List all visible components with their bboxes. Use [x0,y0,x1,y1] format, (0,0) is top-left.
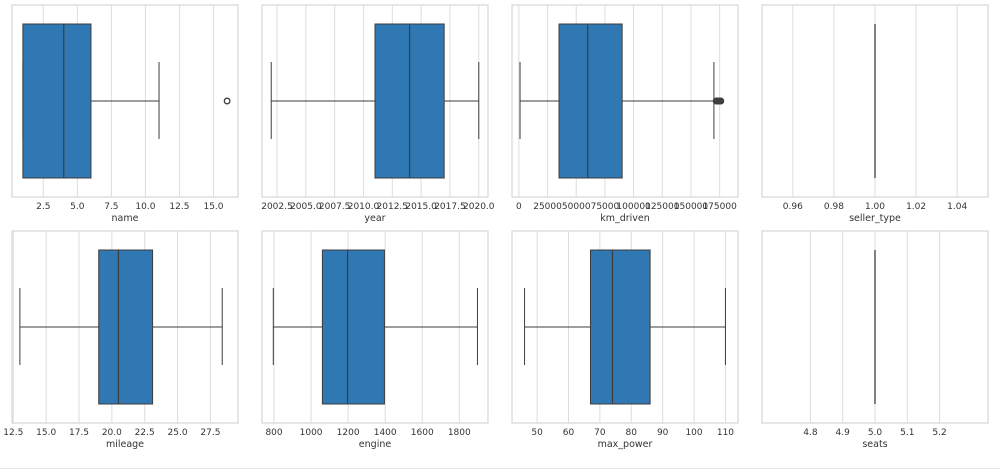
tick-label: 25.0 [168,428,188,438]
boxplot-seller-type: 0.96 0.98 1.00 1.02 1.04 seller_type [761,4,989,224]
tick-label: 150000 [674,202,709,212]
iqr-box [98,249,154,405]
axis-label: seller_type [849,213,901,224]
tick-label: 1600 [411,428,434,438]
axis-label: km_driven [600,213,650,224]
tick-label: 50 [531,428,543,438]
tick-label: 100000 [616,202,651,212]
tick-label: 20.0 [102,428,122,438]
tick-label: 125000 [645,202,680,212]
tick-label: 0 [516,202,522,212]
axis-label: year [364,213,385,224]
iqr-box [321,249,385,405]
tick-label: 15.0 [36,428,56,438]
tick-label: 175000 [702,202,737,212]
tick-label: 2007.5 [319,202,351,212]
tick-label: 2012.5 [377,202,409,212]
outlier-point [717,97,725,105]
tick-label: 80 [626,428,638,438]
tick-label: 15.0 [203,202,223,212]
tick-label: 4.8 [803,428,818,438]
outlier-point [223,97,231,105]
boxplot-max-power: 50 60 70 80 90 100 110 max_power [511,230,739,450]
tick-label: 1.02 [906,202,926,212]
axis-label: engine [359,439,392,450]
tick-label: 1200 [337,428,360,438]
tick-label: 5.0 [868,428,883,438]
tick-label: 12.5 [169,202,189,212]
axis-label: name [112,213,139,224]
tick-label: 100 [685,428,702,438]
iqr-box [558,23,623,179]
tick-label: 70 [594,428,606,438]
axis-label: mileage [106,439,144,450]
boxplot-mileage: 12.5 15.0 17.5 20.0 22.5 25.0 27.5 mileage [3,230,239,450]
tick-label: 75000 [591,202,620,212]
boxplot-seats: 4.8 4.9 5.0 5.1 5.2 seats [761,230,989,450]
boxplot-year: 2002.52005.02007.52010.02012.52015.02017… [261,4,495,224]
tick-label: 7.5 [104,202,118,212]
axis-label: seats [862,439,887,450]
iqr-box [22,23,92,179]
tick-label: 10.0 [135,202,155,212]
tick-label: 22.5 [135,428,155,438]
tick-label: 2020.0 [463,202,495,212]
axis-label: max_power [598,439,653,450]
tick-label: 2002.5 [261,202,293,212]
tick-label: 2017.5 [434,202,466,212]
tick-label: 2010.0 [348,202,380,212]
tick-label: 5.1 [900,428,914,438]
tick-label: 800 [265,428,282,438]
boxplot-km-driven: 0 25000 50000 75000100000125000150000175000… [511,4,739,224]
tick-label: 50000 [562,202,591,212]
tick-label: 12.5 [3,428,23,438]
tick-label: 0.96 [783,202,803,212]
boxplot-engine: 800 1000 1200 1400 1600 1800 engine [261,230,489,450]
tick-label: 2015.0 [405,202,437,212]
tick-label: 1000 [300,428,323,438]
tick-label: 60 [563,428,575,438]
tick-label: 1.04 [947,202,967,212]
tick-label: 25000 [533,202,562,212]
boxplot-name: 2.5 5.0 7.5 10.0 12.5 15.0 name [11,4,239,224]
tick-label: 2005.0 [290,202,322,212]
tick-label: 1.00 [865,202,885,212]
tick-label: 5.0 [70,202,85,212]
tick-label: 0.98 [824,202,844,212]
tick-label: 2.5 [36,202,50,212]
bottom-divider [0,468,1000,469]
tick-label: 1400 [374,428,397,438]
tick-label: 17.5 [69,428,89,438]
tick-label: 110 [717,428,734,438]
tick-label: 90 [657,428,669,438]
tick-label: 5.2 [932,428,946,438]
tick-label: 4.9 [836,428,851,438]
tick-label: 1800 [448,428,471,438]
iqr-box [589,249,651,405]
tick-label: 27.5 [200,428,220,438]
